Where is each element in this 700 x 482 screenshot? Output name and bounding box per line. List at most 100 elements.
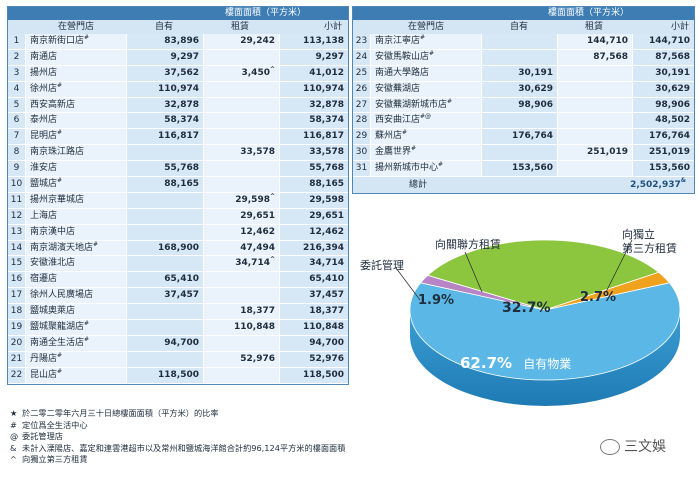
pct-own: 62.7% 自有物業 xyxy=(460,354,571,372)
store-name: 徐州人民廣場店 xyxy=(26,288,126,304)
rent-area: 29,242 xyxy=(204,34,279,49)
own-area-text: 176,764 xyxy=(512,131,553,142)
table-row: 28 西安曲江店#@ 48,502 xyxy=(353,113,694,130)
row-index-text: 2 xyxy=(13,51,20,62)
table-row: 22 昆山店# 118,500 118,500 xyxy=(8,367,348,384)
row-index: 23 xyxy=(353,34,370,49)
subtotal-area: 176,764 xyxy=(633,129,694,145)
footnote-mark: # xyxy=(411,145,417,153)
table-row: 13 南京漢中店 12,462 12,462 xyxy=(8,224,348,241)
row-index-text: 13 xyxy=(10,226,23,237)
row-index-text: 22 xyxy=(10,369,23,380)
total-row: 總計 2,502,937& xyxy=(353,177,694,194)
leader-entrusted xyxy=(395,267,421,301)
store-name-text: 鹽城聚龍湖店 xyxy=(30,322,85,333)
label-entrusted: 委託管理 xyxy=(360,259,404,272)
subtotal-area-text: 118,500 xyxy=(303,369,344,380)
row-index: 15 xyxy=(8,256,25,272)
label-related-party-lease: 向關聯方租賃 xyxy=(435,238,501,251)
store-name-text: 安徽蕪湖店 xyxy=(375,83,421,94)
store-name: 揚州新城市中心# xyxy=(371,161,481,177)
row-index: 13 xyxy=(8,224,25,240)
own-area-text: 55,768 xyxy=(164,163,199,174)
col-own-header: 自有 xyxy=(509,22,528,32)
table-row: 3 揚州店 37,562 3,450^ 41,012 xyxy=(8,65,348,82)
table-row: 8 南京珠江路店 33,578 33,578 xyxy=(8,145,348,162)
row-index-text: 9 xyxy=(13,163,20,174)
rent-area: 29,598^ xyxy=(204,192,279,208)
column-header-row: 在營門店 自有 租賃 小計 xyxy=(8,20,348,34)
own-area xyxy=(127,304,203,320)
store-name-text: 西安高新店 xyxy=(30,99,76,110)
pie-top-slices xyxy=(409,239,681,381)
own-area: 30,191 xyxy=(482,65,557,81)
store-name-text: 安徽馬鞍山店 xyxy=(375,51,430,62)
subtotal-area-text: 58,374 xyxy=(309,115,344,126)
subtotal-area-text: 216,394 xyxy=(303,242,344,253)
rent-area-text: 47,494 xyxy=(240,242,275,253)
own-area: 58,374 xyxy=(127,113,203,129)
row-index: 5 xyxy=(8,97,25,113)
subtotal-area: 58,374 xyxy=(280,113,348,129)
col-subtotal-header: 小計 xyxy=(323,22,342,32)
table-body-left: 1 南京新街口店# 83,896 29,242 113,138 2 南通店 9,297 9,29… xyxy=(8,34,348,384)
table-header-band: 樓面面積（平方米） xyxy=(8,7,348,20)
store-name-text: 揚州京華城店 xyxy=(30,194,85,205)
area-header: 樓面面積（平方米） xyxy=(224,8,306,18)
own-area: 37,562 xyxy=(127,65,203,81)
subtotal-area-text: 48,502 xyxy=(655,115,690,126)
own-area xyxy=(482,113,557,129)
rent-area-text: 110,848 xyxy=(234,322,275,333)
row-index-text: 14 xyxy=(10,242,23,253)
row-index-text: 12 xyxy=(10,210,23,221)
row-index-text: 15 xyxy=(10,258,23,269)
footnote-text: 委託管理店 xyxy=(22,431,63,442)
table-row: 11 揚州京華城店 29,598^ 29,598 xyxy=(8,192,348,209)
store-name-text: 南通大學路店 xyxy=(375,67,430,78)
rent-area xyxy=(204,161,279,177)
footnote-line: ^ 向獨立第三方租賃 xyxy=(10,454,430,466)
own-area: 65,410 xyxy=(127,272,203,288)
row-index-text: 19 xyxy=(10,322,23,333)
footnote-line: & 未計入溧陽店、嘉定和連雲港超市以及常州和鹽城海洋館合計約96,124平方米的樓… xyxy=(10,443,430,455)
leader-independent xyxy=(605,239,633,293)
table-row: 18 鹽城奧萊店 18,377 18,377 xyxy=(8,304,348,321)
row-index: 8 xyxy=(8,145,25,161)
store-name: 蘇州店# xyxy=(371,129,481,145)
own-area-text: 98,906 xyxy=(518,99,553,110)
pie-slice-2 xyxy=(544,271,671,311)
rent-area xyxy=(558,113,632,129)
table-row: 15 安徽淮北店 34,714^ 34,714 xyxy=(8,256,348,273)
subtotal-area: 113,138 xyxy=(280,34,348,49)
store-name: 南京江寧店# xyxy=(371,34,481,49)
subtotal-area: 41,012 xyxy=(280,65,348,81)
own-area: 55,768 xyxy=(127,161,203,177)
rent-area: 18,377 xyxy=(204,304,279,320)
rent-area: 12,462 xyxy=(204,224,279,240)
subtotal-area-text: 32,878 xyxy=(309,99,344,110)
row-index: 16 xyxy=(8,272,25,288)
store-name: 泰州店 xyxy=(26,113,126,129)
own-area: 153,560 xyxy=(482,161,557,177)
row-index: 17 xyxy=(8,288,25,304)
total-label: 總計 xyxy=(408,180,427,191)
store-name: 南京珠江路店 xyxy=(26,145,126,161)
subtotal-area: 65,410 xyxy=(280,272,348,288)
table-row: 19 鹽城聚龍湖店# 110,848 110,848 xyxy=(8,320,348,336)
own-area: 118,500 xyxy=(127,367,203,383)
own-area xyxy=(127,224,203,240)
store-name-text: 安徽淮北店 xyxy=(30,258,76,269)
row-index: 24 xyxy=(353,49,370,65)
table-row: 1 南京新街口店# 83,896 29,242 113,138 xyxy=(8,34,348,50)
rent-area-text: 29,598 xyxy=(235,194,270,205)
row-index-text: 11 xyxy=(10,194,23,205)
subtotal-area-text: 110,848 xyxy=(303,322,344,333)
table-row: 6 泰州店 58,374 58,374 xyxy=(8,113,348,130)
footnote-mark: # xyxy=(429,49,435,57)
store-name-text: 泰州店 xyxy=(30,115,58,126)
subtotal-area-text: 87,568 xyxy=(655,51,690,62)
row-index-text: 4 xyxy=(13,83,20,94)
row-index: 9 xyxy=(8,161,25,177)
store-name-text: 揚州新城市中心 xyxy=(375,163,439,174)
store-name-text: 西安曲江店 xyxy=(375,115,421,126)
